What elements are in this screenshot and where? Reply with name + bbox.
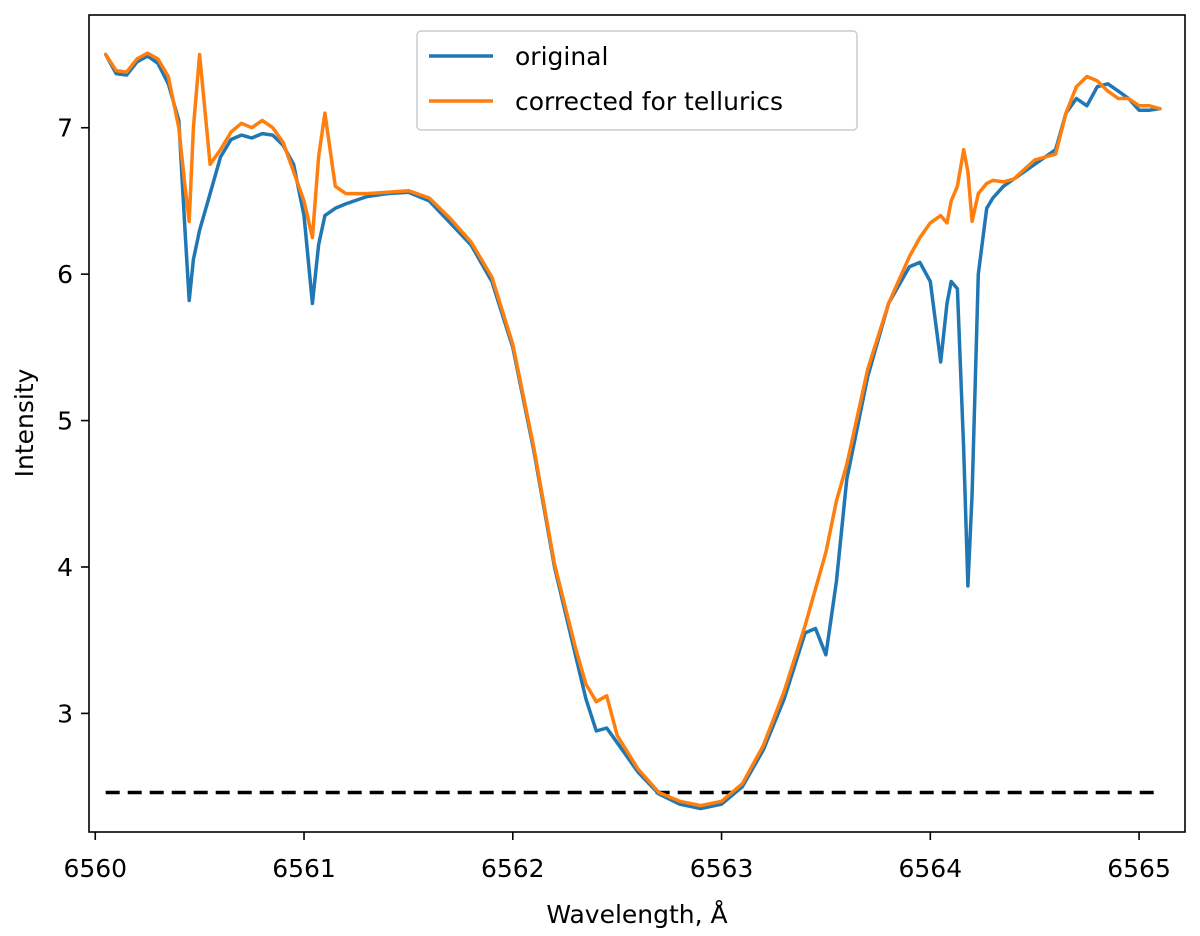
series-line-original: [103, 52, 1162, 811]
x-axis: 6560 6561 6562 6563 6564 6565: [63, 832, 1171, 883]
legend-box: [416, 30, 858, 131]
y-axis-title: Intensity: [10, 368, 39, 477]
legend-label-corrected: corrected for tellurics: [515, 87, 783, 116]
legend: original corrected for tellurics: [416, 30, 858, 131]
y-tick-label: 3: [57, 699, 73, 728]
y-tick-label: 5: [57, 407, 73, 436]
legend-label-original: original: [515, 42, 608, 71]
y-tick-label: 6: [57, 260, 73, 289]
y-axis: 3 4 5 6 7: [57, 114, 89, 728]
series-line-corrected: [103, 51, 1162, 808]
x-tick-label: 6560: [63, 854, 127, 883]
x-tick-label: 6562: [481, 854, 545, 883]
x-tick-label: 6563: [690, 854, 754, 883]
x-tick-label: 6564: [898, 854, 962, 883]
y-tick-label: 4: [57, 553, 73, 582]
x-axis-title: Wavelength, Å: [546, 900, 727, 929]
x-tick-label: 6565: [1107, 854, 1171, 883]
x-tick-label: 6561: [272, 854, 336, 883]
y-tick-label: 7: [57, 114, 73, 143]
plot-frame: [88, 14, 1186, 833]
plot-marks: [103, 51, 1162, 811]
